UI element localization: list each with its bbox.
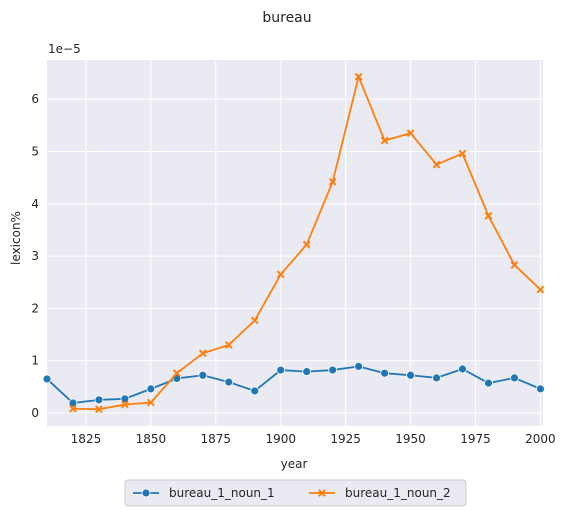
- data-point: [510, 261, 519, 269]
- x-tick-label: 1850: [136, 432, 167, 446]
- data-point: [68, 398, 78, 408]
- y-tick-label: 3: [31, 249, 39, 263]
- data-point: [510, 373, 519, 383]
- data-point: [146, 398, 155, 407]
- data-point: [354, 72, 363, 81]
- x-tick-label: 1900: [265, 432, 296, 446]
- y-tick-labels: 0 1 2 3 4 5 6: [31, 92, 39, 420]
- data-point: [328, 177, 337, 186]
- data-point: [432, 373, 441, 383]
- legend-label: bureau_1_noun_2: [345, 486, 451, 500]
- data-point: [224, 377, 234, 387]
- y-tick-label: 1: [31, 354, 39, 368]
- series-bureau_1_noun_1: [42, 361, 545, 408]
- legend-marker: [141, 488, 151, 498]
- x-tick-label: 1975: [460, 432, 491, 446]
- legend-item: bureau_1_noun_1: [133, 486, 275, 500]
- data-point: [172, 369, 181, 378]
- data-point: [250, 316, 259, 325]
- legend-marker: [318, 489, 326, 497]
- data-point: [146, 384, 156, 394]
- data-point: [380, 368, 389, 378]
- data-point: [406, 129, 415, 138]
- data-point: [276, 270, 285, 279]
- y-axis-label: lexicon%: [9, 211, 23, 265]
- data-point: [302, 240, 311, 249]
- data-point: [380, 136, 389, 145]
- chart-title: bureau: [262, 10, 311, 26]
- data-point: [250, 386, 260, 396]
- data-point: [484, 378, 493, 388]
- data-point: [198, 370, 208, 380]
- data-point: [120, 394, 130, 404]
- x-tick-label: 1875: [201, 432, 232, 446]
- data-point: [69, 404, 77, 413]
- series-line: [46, 365, 541, 404]
- legend-item: bureau_1_noun_2: [309, 486, 451, 500]
- legend-label: bureau_1_noun_1: [169, 486, 275, 500]
- data-point: [484, 211, 493, 220]
- data-point: [536, 384, 545, 394]
- y-axis-scale-label: 1e−5: [48, 42, 81, 56]
- x-tick-label: 2000: [525, 432, 556, 446]
- x-tick-label: 1825: [71, 432, 102, 446]
- y-tick-label: 0: [31, 406, 39, 420]
- data-point: [536, 285, 545, 294]
- data-point: [120, 400, 129, 409]
- series-group: [42, 72, 545, 414]
- legend: bureau_1_noun_1 bureau_1_noun_2: [124, 479, 467, 507]
- data-point: [406, 370, 415, 380]
- x-tick-label: 1950: [395, 432, 426, 446]
- data-point: [42, 374, 52, 384]
- data-point: [354, 361, 364, 371]
- data-point: [224, 341, 233, 349]
- x-tick-labels: 1825 1850 1875 1900 1925 1950 1975 2000: [71, 432, 556, 446]
- data-point: [94, 395, 104, 405]
- data-point: [328, 365, 338, 375]
- x-tick-label: 1925: [330, 432, 361, 446]
- y-tick-label: 6: [31, 92, 39, 106]
- y-tick-label: 4: [31, 197, 39, 211]
- data-point: [276, 365, 286, 375]
- grid: [47, 60, 543, 426]
- data-point: [458, 364, 467, 374]
- y-tick-label: 2: [31, 301, 39, 315]
- y-tick-label: 5: [31, 145, 39, 159]
- data-point: [302, 367, 312, 377]
- data-point: [432, 160, 441, 169]
- series-bureau_1_noun_2: [69, 72, 545, 414]
- x-axis-label: year: [281, 457, 308, 471]
- data-point: [198, 349, 207, 358]
- data-point: [458, 149, 467, 158]
- plot-area: [47, 60, 543, 426]
- data-point: [95, 405, 103, 414]
- legend-box: [124, 479, 467, 507]
